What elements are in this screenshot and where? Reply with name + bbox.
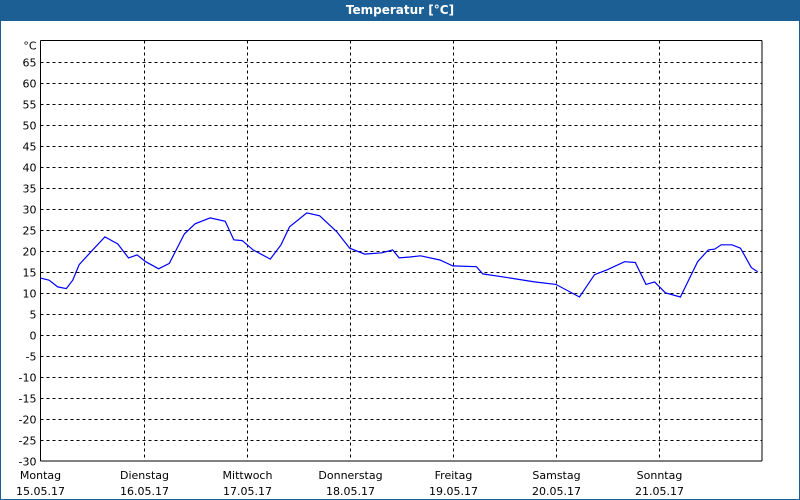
y-tick-label: 50 xyxy=(23,120,37,133)
x-date-label: 16.05.17 xyxy=(120,485,169,498)
y-tick-label: 45 xyxy=(23,141,37,154)
y-tick-label: -5 xyxy=(26,351,37,364)
y-tick-label: 65 xyxy=(23,57,37,70)
x-date-label: 17.05.17 xyxy=(223,485,272,498)
y-tick-label: 30 xyxy=(23,204,37,217)
x-date-label: 18.05.17 xyxy=(326,485,375,498)
x-date-label: 21.05.17 xyxy=(635,485,684,498)
x-day-label: Dienstag xyxy=(120,469,169,482)
x-date-label: 19.05.17 xyxy=(429,485,478,498)
y-tick-label: 35 xyxy=(23,183,37,196)
y-tick-label: -25 xyxy=(19,435,37,448)
y-tick-label: 60 xyxy=(23,78,37,91)
x-day-label: Montag xyxy=(20,469,61,482)
y-tick-label: 10 xyxy=(23,288,37,301)
y-tick-label: 15 xyxy=(23,267,37,280)
y-tick-label: 40 xyxy=(23,162,37,175)
x-date-label: 20.05.17 xyxy=(532,485,581,498)
y-tick-label: -30 xyxy=(19,456,37,469)
y-tick-label: -20 xyxy=(19,414,37,427)
window-title: Temperatur [°C] xyxy=(0,0,800,21)
x-date-label: 15.05.17 xyxy=(16,485,65,498)
x-day-label: Sonntag xyxy=(637,469,683,482)
y-tick-label: 5 xyxy=(30,309,37,322)
x-day-label: Freitag xyxy=(435,469,473,482)
y-tick-label: 55 xyxy=(23,99,37,112)
y-tick-label: 20 xyxy=(23,246,37,259)
y-tick-label: 0 xyxy=(30,330,37,343)
y-tick-label: 25 xyxy=(23,225,37,238)
x-day-label: Samstag xyxy=(532,469,580,482)
y-unit-label: °C xyxy=(23,40,37,53)
y-tick-label: -15 xyxy=(19,393,37,406)
x-day-label: Mittwoch xyxy=(223,469,273,482)
temperature-line xyxy=(40,212,759,298)
y-tick-label: -10 xyxy=(19,372,37,385)
x-day-label: Donnerstag xyxy=(318,469,382,482)
